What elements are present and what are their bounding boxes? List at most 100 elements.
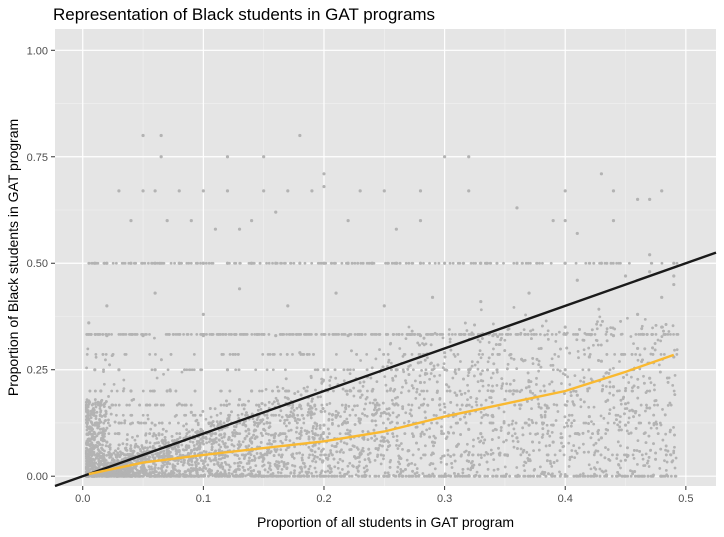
scatter-point <box>104 352 108 356</box>
scatter-point <box>467 189 471 193</box>
scatter-point <box>447 385 451 389</box>
scatter-point <box>505 367 509 371</box>
scatter-point <box>581 368 585 372</box>
scatter-point <box>300 456 304 460</box>
scatter-point <box>401 448 404 451</box>
scatter-point <box>386 471 390 475</box>
scatter-point <box>108 424 112 428</box>
scatter-point <box>506 362 510 366</box>
scatter-point <box>548 434 552 438</box>
scatter-point <box>491 371 495 375</box>
scatter-point <box>664 444 668 448</box>
scatter-point <box>545 459 549 463</box>
scatter-point <box>103 439 106 442</box>
scatter-point <box>622 376 625 379</box>
scatter-point <box>479 356 483 360</box>
scatter-point <box>213 227 218 231</box>
scatter-point <box>586 429 590 433</box>
scatter-point <box>108 456 111 459</box>
scatter-point <box>102 370 105 374</box>
scatter-point <box>263 474 266 478</box>
scatter-point <box>187 430 191 434</box>
scatter-point <box>570 421 574 425</box>
scatter-point <box>479 403 483 407</box>
scatter-point <box>153 441 157 445</box>
scatter-point <box>148 389 152 393</box>
scatter-point <box>189 470 192 474</box>
scatter-point <box>660 295 664 299</box>
scatter-point <box>373 406 377 409</box>
scatter-point <box>328 464 332 468</box>
scatter-point <box>245 434 249 438</box>
scatter-point <box>115 389 119 393</box>
scatter-point <box>521 426 525 430</box>
scatter-point <box>626 316 629 320</box>
scatter-point <box>310 474 314 478</box>
scatter-point <box>310 399 314 403</box>
scatter-point <box>646 459 650 463</box>
scatter-point <box>240 453 244 457</box>
scatter-point <box>310 471 313 475</box>
scatter-point <box>407 325 411 329</box>
scatter-point <box>515 436 519 440</box>
scatter-point <box>338 450 342 454</box>
scatter-point <box>672 425 675 429</box>
scatter-point <box>611 393 615 397</box>
scatter-point <box>567 441 571 445</box>
scatter-point <box>222 435 226 439</box>
scatter-point <box>201 409 205 413</box>
scatter-point <box>326 469 330 473</box>
scatter-point <box>537 405 541 409</box>
scatter-point <box>171 447 174 451</box>
scatter-point <box>606 448 610 451</box>
scatter-point <box>291 403 295 407</box>
scatter-point <box>209 415 213 419</box>
scatter-point <box>349 448 353 451</box>
scatter-point <box>90 441 94 445</box>
scatter-point <box>479 421 483 425</box>
scatter-point <box>311 459 314 463</box>
scatter-point <box>85 398 89 402</box>
scatter-point <box>470 405 474 409</box>
scatter-point <box>258 470 262 474</box>
scatter-point <box>635 312 640 316</box>
scatter-point <box>247 399 250 403</box>
scatter-point <box>139 421 143 425</box>
scatter-point <box>476 338 480 342</box>
scatter-point <box>400 474 404 478</box>
scatter-point <box>496 467 500 471</box>
scatter-point <box>263 429 267 432</box>
scatter-point <box>619 466 622 470</box>
scatter-point <box>188 463 191 467</box>
scatter-point <box>605 352 609 356</box>
scatter-point <box>210 472 214 476</box>
scatter-point <box>483 474 487 478</box>
scatter-point <box>657 363 661 367</box>
scatter-point <box>236 447 240 450</box>
scatter-point <box>479 299 483 304</box>
scatter-point <box>675 348 679 351</box>
scatter-point <box>94 352 98 356</box>
scatter-point <box>153 466 157 470</box>
scatter-point <box>379 414 383 418</box>
scatter-point <box>354 473 358 477</box>
scatter-point <box>289 471 293 475</box>
scatter-point <box>423 372 427 376</box>
scatter-point <box>169 352 173 356</box>
scatter-point <box>192 352 196 356</box>
scatter-point <box>130 398 134 402</box>
scatter-point <box>490 438 494 441</box>
scatter-point <box>399 467 403 471</box>
scatter-point <box>277 402 280 406</box>
scatter-point <box>576 349 580 353</box>
scatter-point <box>154 452 158 456</box>
scatter-point <box>673 393 677 396</box>
scatter-point <box>515 466 519 469</box>
scatter-point <box>551 440 555 444</box>
scatter-point <box>346 368 350 372</box>
scatter-point <box>331 423 334 426</box>
scatter-point <box>595 327 599 331</box>
scatter-point <box>474 400 478 404</box>
scatter-point <box>320 403 324 407</box>
scatter-point <box>314 460 318 464</box>
